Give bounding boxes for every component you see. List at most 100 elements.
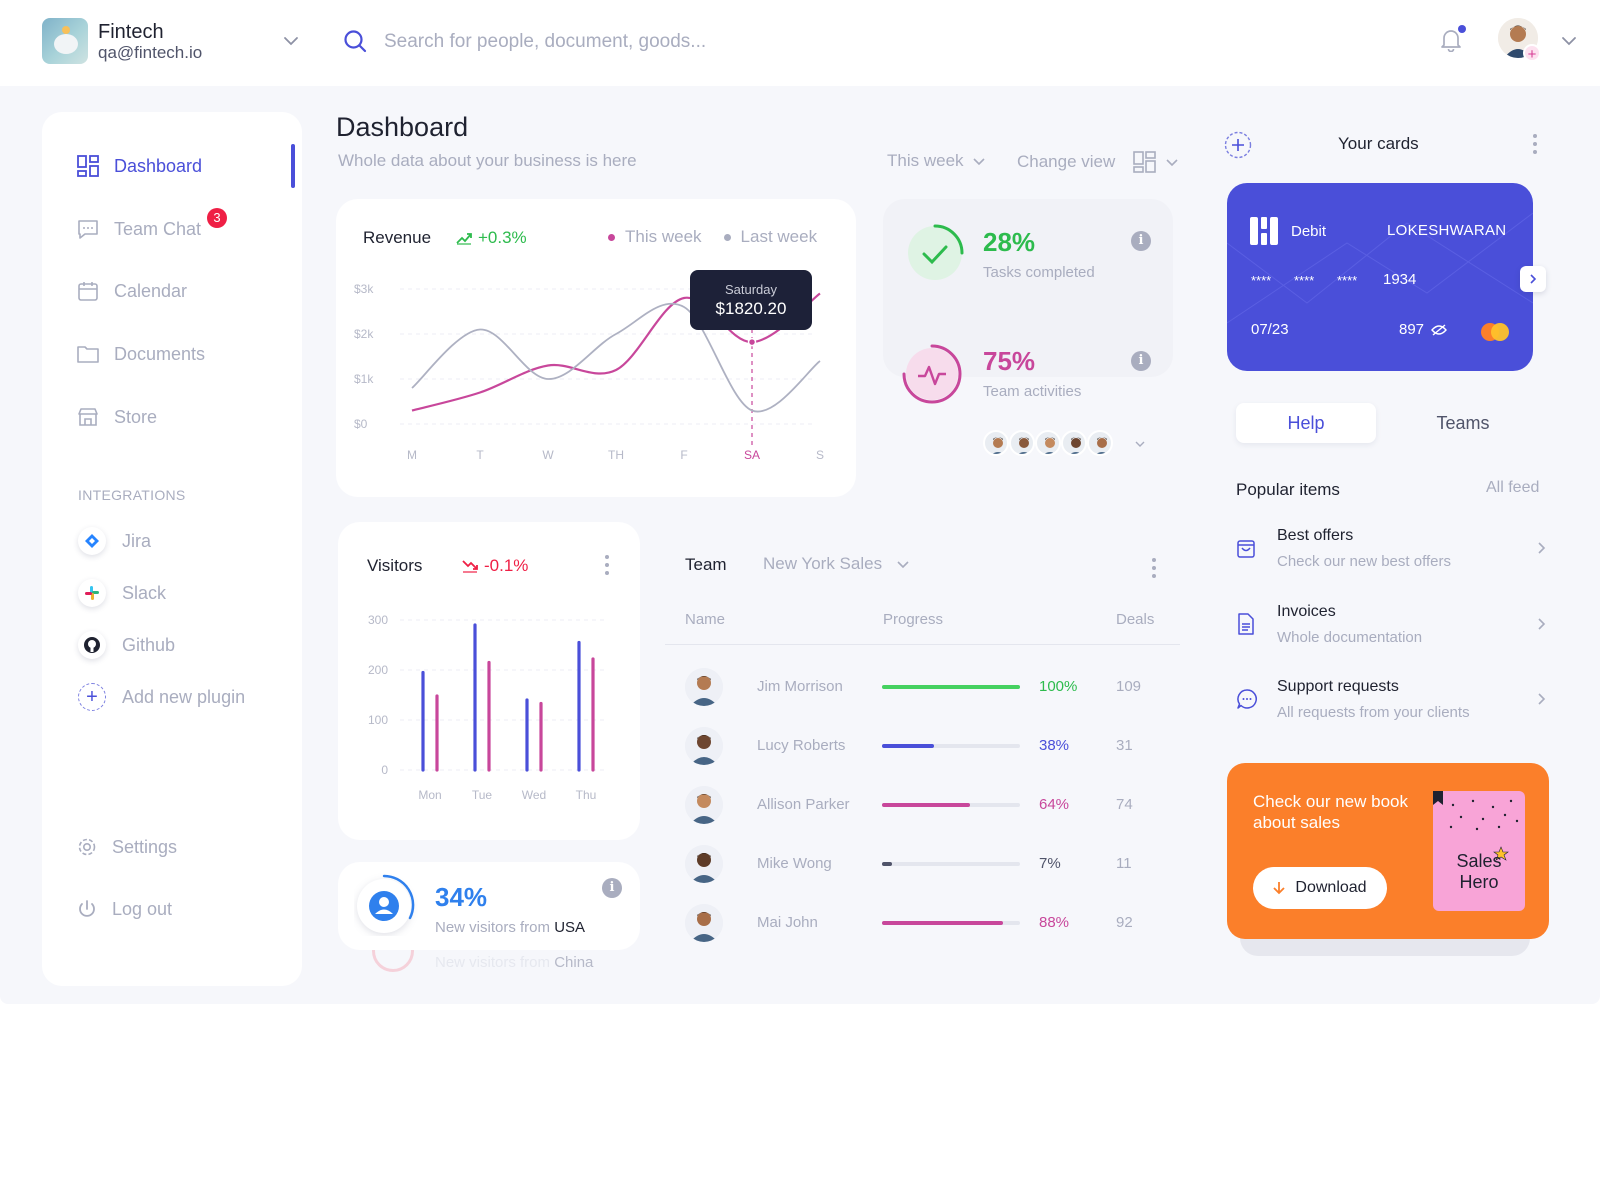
progress-value: 88% bbox=[1039, 914, 1070, 931]
help-tabs: Help Teams bbox=[1227, 397, 1551, 449]
column-deals[interactable]: Deals bbox=[1116, 611, 1155, 628]
team-member-avatar[interactable] bbox=[1087, 430, 1113, 456]
avatar[interactable] bbox=[685, 668, 723, 706]
sidebar-item-documents[interactable]: Documents bbox=[76, 339, 205, 369]
revenue-card: Revenue +0.3% This week Last week $0 $1k $… bbox=[336, 199, 856, 497]
avatar[interactable] bbox=[685, 786, 723, 824]
integrations-heading: INTEGRATIONS bbox=[78, 487, 186, 503]
avatar[interactable] bbox=[685, 727, 723, 765]
team-member-avatar[interactable] bbox=[1009, 430, 1035, 456]
progress-fill bbox=[882, 685, 1020, 689]
download-label: Download bbox=[1295, 879, 1367, 896]
add-account-icon[interactable]: + bbox=[1523, 44, 1541, 63]
next-card-button[interactable] bbox=[1520, 266, 1546, 292]
slack-icon bbox=[78, 579, 106, 607]
notification-dot bbox=[1458, 25, 1466, 33]
legend-last-week[interactable]: Last week bbox=[723, 227, 817, 247]
integration-github[interactable]: Github bbox=[78, 631, 175, 659]
y-tick-label: 200 bbox=[368, 663, 388, 677]
chevron-right-icon bbox=[1538, 693, 1546, 705]
download-button[interactable]: Download bbox=[1253, 867, 1387, 909]
member-name[interactable]: Mike Wong bbox=[757, 855, 832, 872]
y-tick-label: $1k bbox=[354, 372, 374, 386]
sidebar-item-team-chat[interactable]: Team Chat bbox=[76, 214, 201, 244]
chevron-right-icon bbox=[1530, 274, 1537, 284]
logout-button[interactable]: Log out bbox=[76, 894, 172, 924]
more-options-icon[interactable] bbox=[1532, 133, 1538, 155]
member-name[interactable]: Jim Morrison bbox=[757, 678, 843, 695]
column-name[interactable]: Name bbox=[685, 611, 726, 628]
x-tick-label: W bbox=[542, 448, 554, 462]
revenue-tooltip: Saturday $1820.20 bbox=[690, 270, 812, 330]
revenue-trend: +0.3% bbox=[456, 228, 527, 248]
bell-icon[interactable] bbox=[1440, 28, 1462, 52]
team-member-avatar[interactable] bbox=[1061, 430, 1087, 456]
integration-jira[interactable]: Jira bbox=[78, 527, 151, 555]
chevron-down-icon[interactable] bbox=[1134, 438, 1146, 450]
member-name[interactable]: Mai John bbox=[757, 914, 818, 931]
info-icon[interactable]: i bbox=[602, 878, 622, 898]
user-icon bbox=[379, 897, 389, 907]
trend-up-icon bbox=[456, 233, 472, 245]
progress-value: 100% bbox=[1039, 678, 1078, 695]
info-icon[interactable]: i bbox=[1131, 351, 1151, 371]
plus-icon: + bbox=[78, 683, 106, 711]
sidebar-item-dashboard[interactable]: Dashboard bbox=[76, 151, 202, 181]
usa-progress-ring bbox=[357, 874, 415, 933]
team-filter-select[interactable]: New York Sales bbox=[763, 554, 910, 574]
tab-help[interactable]: Help bbox=[1236, 403, 1376, 443]
column-progress[interactable]: Progress bbox=[883, 611, 944, 628]
jira-icon bbox=[78, 527, 106, 555]
chevron-down-icon[interactable] bbox=[282, 32, 300, 50]
progress-fill bbox=[882, 921, 1004, 925]
eye-off-icon[interactable] bbox=[1431, 324, 1447, 336]
sidebar-item-store[interactable]: Store bbox=[76, 402, 157, 432]
add-plugin-button[interactable]: + Add new plugin bbox=[78, 683, 245, 711]
chevron-down-icon[interactable] bbox=[1560, 32, 1578, 50]
usa-visitors-label: New visitors from USA bbox=[435, 919, 586, 936]
add-card-icon[interactable] bbox=[1224, 131, 1252, 159]
popular-item-best-offers[interactable]: Best offers Check our new best offers bbox=[1236, 527, 1546, 583]
y-tick-label: 100 bbox=[368, 713, 388, 727]
debit-card[interactable]: Debit LOKESHWARAN **** **** **** 1934 07… bbox=[1227, 183, 1533, 371]
info-icon[interactable]: i bbox=[1131, 231, 1151, 251]
popular-item-invoices[interactable]: Invoices Whole documentation bbox=[1236, 603, 1546, 659]
more-options-icon[interactable] bbox=[604, 554, 610, 576]
calendar-icon bbox=[78, 282, 98, 301]
unread-badge: 3 bbox=[207, 208, 227, 228]
search-input[interactable] bbox=[384, 26, 944, 58]
more-options-icon[interactable] bbox=[1151, 557, 1157, 579]
brand-logo[interactable] bbox=[42, 18, 88, 64]
arrow-down-icon bbox=[1273, 882, 1286, 895]
popular-item-title: Invoices bbox=[1277, 603, 1336, 620]
integration-slack[interactable]: Slack bbox=[78, 579, 166, 607]
avatar[interactable] bbox=[685, 845, 723, 883]
settings-button[interactable]: Settings bbox=[76, 832, 177, 862]
y-tick-label: 300 bbox=[368, 613, 388, 627]
visitors-card: Visitors -0.1% 0 100 200 300 Mon Tue Wed Thu bbox=[338, 522, 640, 840]
member-name[interactable]: Lucy Roberts bbox=[757, 737, 846, 754]
logout-label: Log out bbox=[112, 898, 173, 919]
integration-label: Github bbox=[122, 634, 176, 655]
all-feed-link[interactable]: All feed bbox=[1486, 479, 1540, 496]
mastercard-icon bbox=[1481, 323, 1509, 341]
tab-teams[interactable]: Teams bbox=[1436, 412, 1490, 433]
team-member-avatar[interactable] bbox=[1035, 430, 1061, 456]
popular-item-subtitle: All requests from your clients bbox=[1277, 704, 1470, 721]
sidebar-item-calendar[interactable]: Calendar bbox=[76, 276, 187, 306]
layout-icon bbox=[1133, 151, 1157, 173]
sidebar-item-label: Team Chat bbox=[114, 218, 202, 239]
x-tick-label: M bbox=[407, 448, 417, 462]
popular-item-support[interactable]: Support requests All requests from your … bbox=[1236, 678, 1546, 734]
search-icon bbox=[344, 30, 367, 53]
tooltip-day: Saturday bbox=[724, 282, 778, 297]
progress-fill bbox=[882, 803, 971, 807]
team-member-avatar[interactable] bbox=[983, 430, 1009, 456]
change-view-button[interactable]: Change view bbox=[1017, 151, 1179, 173]
member-name[interactable]: Allison Parker bbox=[757, 796, 850, 813]
avatar[interactable] bbox=[685, 904, 723, 942]
legend-this-week[interactable]: This week bbox=[608, 227, 702, 247]
book-cover: Sales Hero bbox=[1433, 791, 1525, 911]
book-decoration bbox=[1433, 791, 1519, 861]
period-select[interactable]: This week bbox=[887, 151, 986, 171]
